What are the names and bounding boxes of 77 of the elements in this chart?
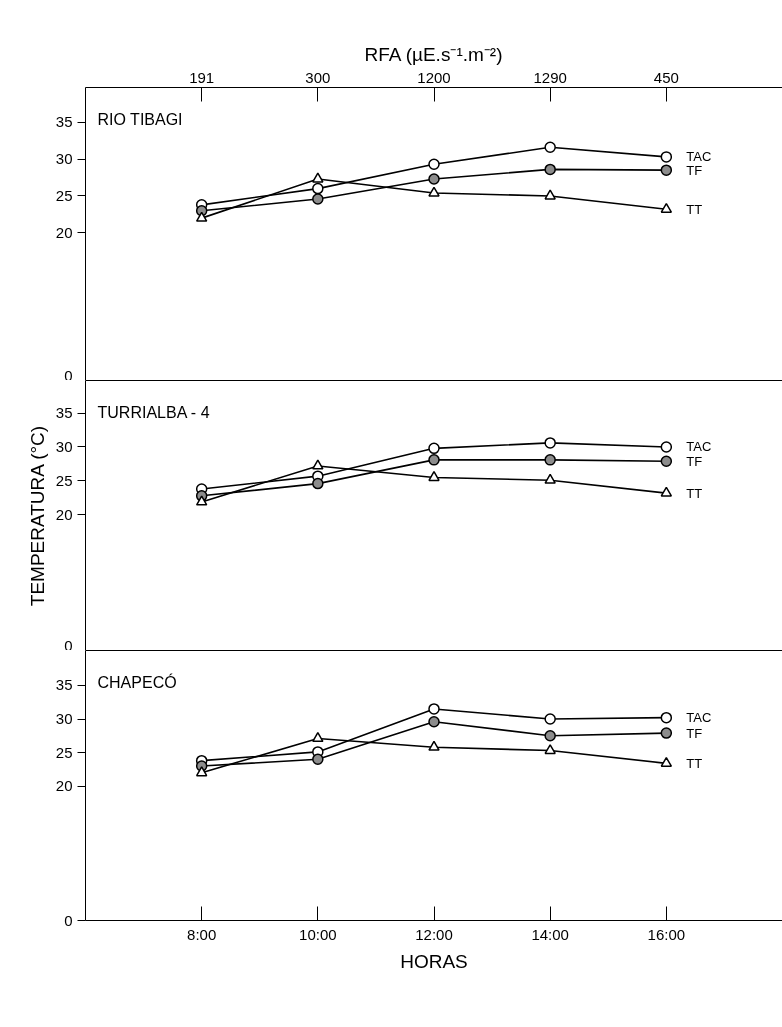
point: [660, 455, 673, 467]
y-tick-label: 35: [55, 676, 73, 694]
point: [660, 486, 673, 497]
series-label: TF: [686, 453, 703, 469]
point: [660, 727, 673, 739]
x-tick-label: 12:00: [415, 925, 453, 943]
x-tick-label: 14:00: [531, 925, 569, 943]
y-tick-label: 30: [55, 437, 73, 455]
y-tick-label: 20: [55, 505, 73, 523]
point: [544, 473, 556, 484]
x-tick-label: 191: [189, 68, 215, 86]
point: [660, 756, 673, 767]
series-label: TT: [686, 755, 703, 771]
y-axis-title: TEMPERATURA (°C): [26, 425, 48, 607]
point: [312, 731, 324, 743]
point: [428, 470, 440, 482]
point: [544, 163, 556, 176]
text: TURRIALBA - 4: [97, 403, 210, 421]
point: [660, 151, 673, 163]
point: [312, 182, 324, 195]
point: [428, 186, 440, 197]
point: [312, 193, 324, 205]
text: CHAPECÓ: [97, 672, 177, 691]
point: [544, 454, 556, 466]
y-tick-label: 25: [55, 186, 73, 204]
x-tick-label: 450: [653, 68, 679, 86]
x-tick-label: 1200: [417, 68, 451, 86]
point: [428, 442, 440, 455]
point: [312, 753, 324, 766]
point: [195, 495, 208, 506]
text: RIO TIBAGI: [97, 110, 183, 128]
x-tick-label: 8:00: [187, 925, 217, 943]
series-label: TAC: [686, 710, 712, 726]
point: [428, 173, 440, 185]
point: [428, 454, 440, 466]
y-tick-label: 0: [64, 911, 73, 929]
y-tick-label: 20: [55, 223, 73, 241]
point: [660, 711, 673, 724]
point: [660, 202, 673, 213]
series-label: TAC: [686, 149, 712, 165]
point: [660, 441, 673, 453]
x-tick-label: 1290: [533, 68, 567, 86]
point: [544, 730, 556, 742]
point: [312, 477, 324, 490]
series-label: TAC: [686, 439, 712, 455]
point: [312, 172, 324, 183]
point: [312, 459, 324, 470]
y-tick-label: 0: [64, 366, 73, 384]
point: [428, 703, 440, 715]
series-label: TF: [686, 725, 703, 741]
point: [428, 715, 440, 728]
point: [428, 158, 440, 170]
point: [544, 141, 556, 154]
x-tick-label: 10:00: [299, 925, 337, 943]
x-axis-title: RFA (µE.s⁻¹.m⁻²): [364, 43, 503, 65]
y-tick-label: 35: [55, 113, 73, 131]
x-axis-title: HORAS: [400, 950, 468, 972]
x-tick-label: 16:00: [647, 925, 686, 943]
y-tick-label: 25: [55, 471, 73, 489]
x-tick-label: 300: [305, 68, 331, 86]
y-tick-label: 30: [55, 710, 73, 728]
point: [195, 211, 208, 222]
series-label: TT: [686, 201, 703, 217]
point: [660, 164, 673, 176]
series-label: TT: [686, 485, 703, 501]
series-label: TF: [686, 162, 703, 178]
y-tick-label: 35: [55, 404, 73, 422]
point: [544, 189, 556, 200]
point: [195, 766, 208, 777]
point: [428, 740, 440, 751]
y-tick-label: 0: [64, 636, 73, 654]
point: [544, 437, 556, 449]
y-tick-label: 30: [55, 150, 73, 168]
y-tick-label: 25: [55, 743, 73, 761]
point: [544, 744, 556, 755]
y-tick-label: 20: [55, 777, 73, 795]
point: [544, 713, 556, 725]
